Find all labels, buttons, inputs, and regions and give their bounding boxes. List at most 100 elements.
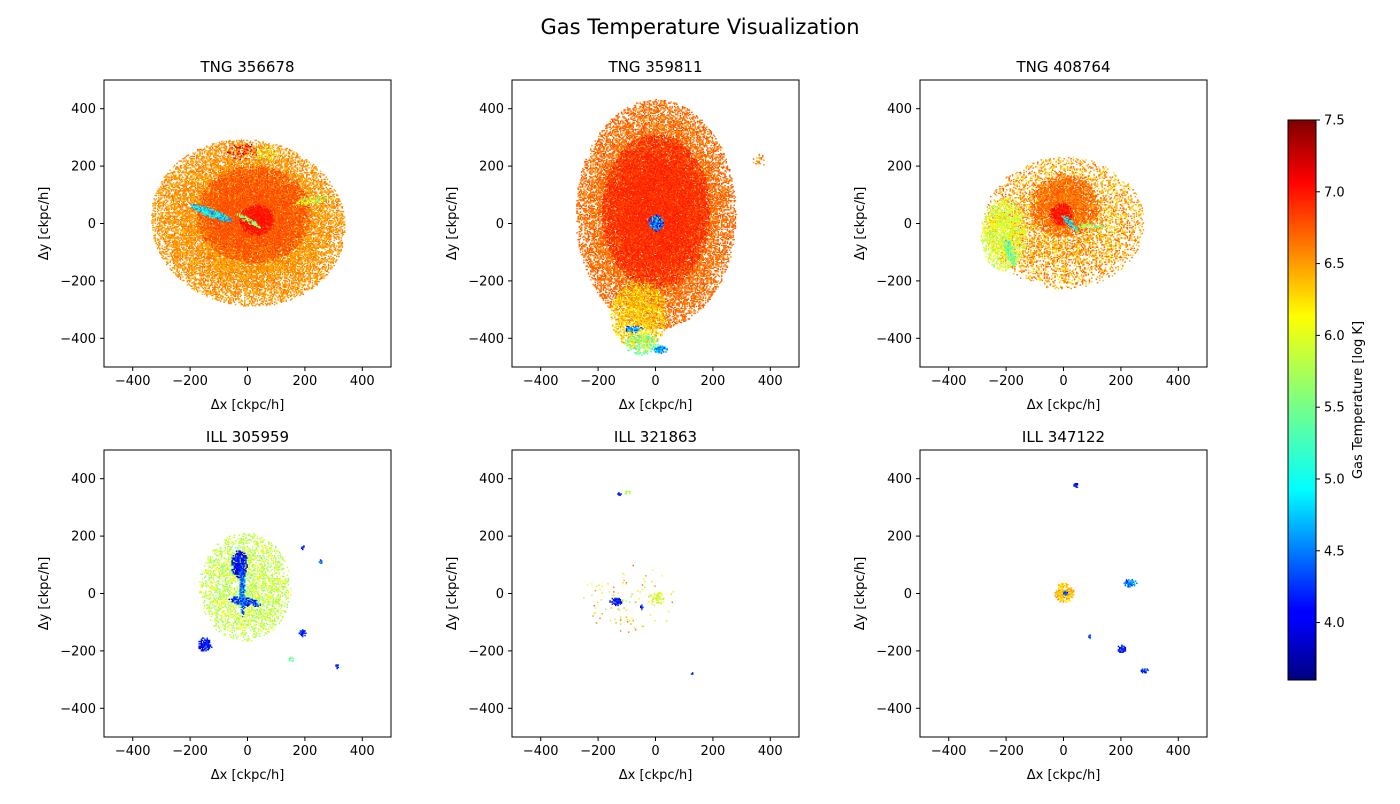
heatmap-cell — [155, 218, 156, 219]
heatmap-cell — [202, 152, 203, 153]
heatmap-cell — [221, 150, 222, 151]
heatmap-cell — [156, 242, 157, 243]
heatmap-cell — [182, 259, 183, 260]
heatmap-cell — [152, 225, 153, 226]
heatmap-cell — [215, 289, 216, 290]
heatmap-cell — [180, 194, 181, 195]
heatmap-cell — [181, 174, 182, 175]
heatmap-cell — [186, 193, 187, 194]
heatmap-cell — [230, 284, 231, 285]
heatmap-cell — [220, 300, 221, 301]
heatmap-cell — [179, 271, 180, 272]
heatmap-cell — [199, 151, 200, 152]
heatmap-cell — [160, 186, 161, 187]
heatmap-cell — [167, 261, 168, 262]
heatmap-cell — [183, 280, 184, 281]
heatmap-cell — [195, 152, 196, 153]
heatmap-cell — [161, 181, 162, 182]
heatmap-cell — [167, 201, 168, 202]
heatmap-cell — [194, 176, 195, 177]
heatmap-cell — [163, 256, 164, 257]
heatmap-cell — [180, 170, 181, 171]
heatmap-cell — [159, 241, 160, 242]
heatmap-cell — [163, 212, 164, 213]
heatmap-cell — [196, 271, 197, 272]
heatmap-cell — [161, 225, 162, 226]
heatmap-cell — [215, 172, 216, 173]
heatmap-cell — [168, 207, 169, 208]
heatmap-cell — [226, 145, 227, 146]
heatmap-cell — [206, 173, 207, 174]
heatmap-cell — [230, 302, 231, 303]
heatmap-cell — [188, 160, 189, 161]
heatmap-cell — [173, 182, 174, 183]
heatmap-cell — [200, 282, 201, 283]
heatmap-cell — [182, 276, 183, 277]
heatmap-cell — [198, 287, 199, 288]
heatmap-cell — [188, 155, 189, 156]
heatmap-cell — [234, 302, 235, 303]
heatmap-cell — [174, 165, 175, 166]
heatmap-cell — [204, 148, 205, 149]
heatmap-cell — [229, 140, 230, 141]
heatmap-cell — [180, 276, 181, 277]
heatmap-cell — [181, 165, 182, 166]
heatmap-cell — [180, 249, 181, 250]
heatmap-cell — [175, 273, 176, 274]
heatmap-cell — [190, 167, 191, 168]
heatmap-cell — [152, 229, 153, 230]
heatmap-cell — [187, 204, 188, 205]
heatmap-cell — [159, 233, 160, 234]
heatmap-cell — [156, 213, 157, 214]
heatmap-cell — [222, 289, 223, 290]
heatmap-cell — [206, 145, 207, 146]
heatmap-cell — [168, 186, 169, 187]
heatmap-cell — [158, 238, 159, 239]
heatmap-cell — [194, 156, 195, 157]
heatmap-cell — [176, 163, 177, 164]
heatmap-cell — [167, 259, 168, 260]
heatmap-cell — [181, 167, 182, 168]
figure-title: Gas Temperature Visualization — [540, 15, 859, 39]
heatmap-cell — [161, 207, 162, 208]
heatmap-cell — [200, 182, 201, 183]
heatmap-cell — [159, 243, 160, 244]
heatmap-cell — [194, 248, 195, 249]
heatmap-cell — [188, 199, 189, 200]
heatmap-cell — [182, 176, 183, 177]
heatmap-cell — [191, 285, 192, 286]
heatmap-cell — [175, 174, 176, 175]
heatmap-cell — [155, 207, 156, 208]
heatmap-cell — [195, 276, 196, 277]
heatmap-cell — [183, 246, 184, 247]
heatmap-cell — [156, 198, 157, 199]
heatmap-cell — [194, 158, 195, 159]
heatmap-cell — [212, 147, 213, 148]
heatmap-cell — [223, 141, 224, 142]
heatmap-cell — [159, 248, 160, 249]
heatmap-cell — [155, 222, 156, 223]
heatmap-cell — [155, 211, 156, 212]
heatmap-cell — [233, 298, 234, 299]
heatmap-cell — [207, 164, 208, 165]
heatmap-cell — [168, 256, 169, 257]
heatmap-cell — [168, 176, 169, 177]
heatmap-cell — [155, 234, 156, 235]
heatmap-cell — [199, 290, 200, 291]
heatmap-cell — [212, 152, 213, 153]
heatmap-cell — [156, 195, 157, 196]
heatmap-cell — [226, 153, 227, 154]
heatmap-cell — [215, 143, 216, 144]
heatmap-cell — [166, 187, 167, 188]
heatmap-cell — [228, 296, 229, 297]
heatmap-cell — [158, 210, 159, 211]
heatmap-cell — [204, 263, 205, 264]
heatmap-cell — [199, 162, 200, 163]
heatmap-cell — [198, 164, 199, 165]
heatmap-cell — [225, 156, 226, 157]
heatmap-cell — [168, 249, 169, 250]
heatmap-cell — [168, 190, 169, 191]
heatmap-cell — [152, 213, 153, 214]
